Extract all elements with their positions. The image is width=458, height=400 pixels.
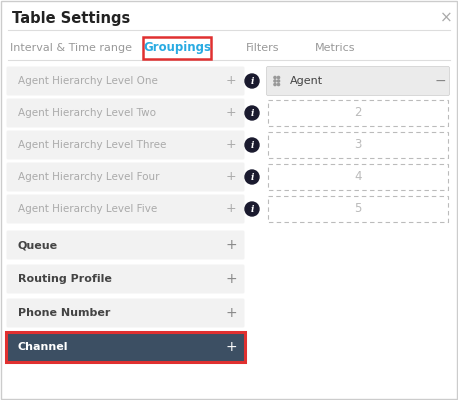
Circle shape [278, 80, 279, 82]
Text: 3: 3 [354, 138, 362, 152]
Text: Agent: Agent [290, 76, 323, 86]
FancyBboxPatch shape [6, 230, 245, 260]
Text: +: + [226, 74, 236, 88]
Text: ×: × [440, 10, 453, 26]
Text: i: i [251, 141, 254, 150]
Text: i: i [251, 109, 254, 118]
FancyBboxPatch shape [6, 194, 245, 224]
Circle shape [245, 138, 259, 152]
Circle shape [245, 106, 259, 120]
Text: Routing Profile: Routing Profile [18, 274, 112, 284]
Circle shape [245, 170, 259, 184]
Text: Table Settings: Table Settings [12, 10, 130, 26]
Text: 4: 4 [354, 170, 362, 184]
Bar [268, 132, 448, 158]
FancyBboxPatch shape [6, 98, 245, 128]
Bar [268, 164, 448, 190]
Text: Phone Number: Phone Number [18, 308, 110, 318]
Text: Channel: Channel [18, 342, 69, 352]
Text: +: + [225, 272, 237, 286]
FancyBboxPatch shape [267, 66, 449, 96]
Text: i: i [251, 77, 254, 86]
Text: i: i [251, 205, 254, 214]
FancyBboxPatch shape [6, 298, 245, 328]
Text: Queue: Queue [18, 240, 58, 250]
FancyBboxPatch shape [6, 66, 245, 96]
Text: Metrics: Metrics [315, 43, 355, 53]
Text: +: + [226, 202, 236, 216]
Text: 2: 2 [354, 106, 362, 120]
Text: +: + [225, 238, 237, 252]
Text: +: + [226, 170, 236, 184]
Circle shape [245, 202, 259, 216]
Text: +: + [225, 306, 237, 320]
Text: Filters: Filters [246, 43, 279, 53]
Text: +: + [225, 340, 237, 354]
FancyBboxPatch shape [6, 332, 245, 362]
Text: Agent Hierarchy Level Two: Agent Hierarchy Level Two [18, 108, 156, 118]
Circle shape [278, 83, 279, 86]
Bar [268, 100, 448, 126]
Circle shape [274, 80, 276, 82]
Text: 5: 5 [354, 202, 362, 216]
Bar [6, 332, 245, 362]
Circle shape [274, 76, 276, 78]
FancyBboxPatch shape [6, 264, 245, 294]
FancyBboxPatch shape [6, 162, 245, 192]
Bar [143, 37, 211, 59]
Bar [268, 196, 448, 222]
Text: Interval & Time range: Interval & Time range [10, 43, 132, 53]
Text: −: − [434, 74, 446, 88]
Text: Agent Hierarchy Level Five: Agent Hierarchy Level Five [18, 204, 157, 214]
Text: Agent Hierarchy Level Four: Agent Hierarchy Level Four [18, 172, 159, 182]
Circle shape [245, 74, 259, 88]
Text: Agent Hierarchy Level Three: Agent Hierarchy Level Three [18, 140, 166, 150]
Text: i: i [251, 173, 254, 182]
Circle shape [274, 83, 276, 86]
Text: Groupings: Groupings [143, 42, 211, 54]
Text: +: + [226, 138, 236, 152]
Text: Agent Hierarchy Level One: Agent Hierarchy Level One [18, 76, 158, 86]
FancyBboxPatch shape [6, 130, 245, 160]
Circle shape [278, 76, 279, 78]
Text: +: + [226, 106, 236, 120]
